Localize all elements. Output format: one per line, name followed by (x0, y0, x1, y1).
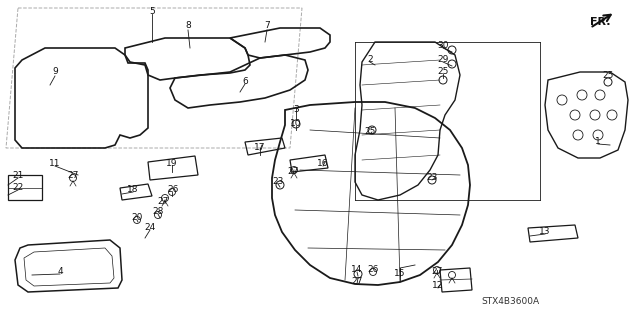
Text: 4: 4 (57, 268, 63, 277)
Text: FR.: FR. (589, 17, 611, 27)
Text: 15: 15 (394, 270, 406, 278)
Text: 14: 14 (351, 265, 363, 275)
Text: 27: 27 (287, 167, 299, 176)
Text: 27: 27 (351, 278, 363, 286)
Text: 5: 5 (149, 6, 155, 16)
Text: 25: 25 (437, 68, 449, 77)
Text: 23: 23 (426, 174, 438, 182)
Text: 25: 25 (364, 128, 376, 137)
Text: 21: 21 (12, 172, 24, 181)
Text: 28: 28 (152, 207, 164, 217)
Text: 27: 27 (157, 197, 169, 206)
Text: 23: 23 (272, 177, 284, 187)
Text: 27: 27 (67, 172, 79, 181)
Text: 27: 27 (431, 268, 443, 277)
Text: 25: 25 (602, 71, 614, 80)
Text: 16: 16 (317, 160, 329, 168)
Text: 2: 2 (367, 56, 373, 64)
Text: 17: 17 (254, 144, 266, 152)
Text: 24: 24 (145, 224, 156, 233)
Text: 26: 26 (367, 265, 379, 275)
Text: 22: 22 (12, 183, 24, 192)
Text: 19: 19 (166, 159, 178, 167)
Text: 20: 20 (131, 213, 143, 222)
Text: 29: 29 (437, 56, 449, 64)
Text: 12: 12 (432, 281, 444, 291)
Text: 30: 30 (437, 41, 449, 50)
Text: 1: 1 (595, 137, 601, 146)
Text: 10: 10 (291, 120, 301, 129)
Text: 11: 11 (49, 159, 61, 167)
Text: 3: 3 (293, 106, 299, 115)
Text: 26: 26 (167, 186, 179, 195)
Text: 9: 9 (52, 68, 58, 77)
Text: 8: 8 (185, 21, 191, 31)
Text: 7: 7 (264, 21, 270, 31)
Text: STX4B3600A: STX4B3600A (481, 298, 539, 307)
Text: 13: 13 (540, 227, 551, 236)
Text: 18: 18 (127, 186, 139, 195)
Text: 6: 6 (242, 78, 248, 86)
